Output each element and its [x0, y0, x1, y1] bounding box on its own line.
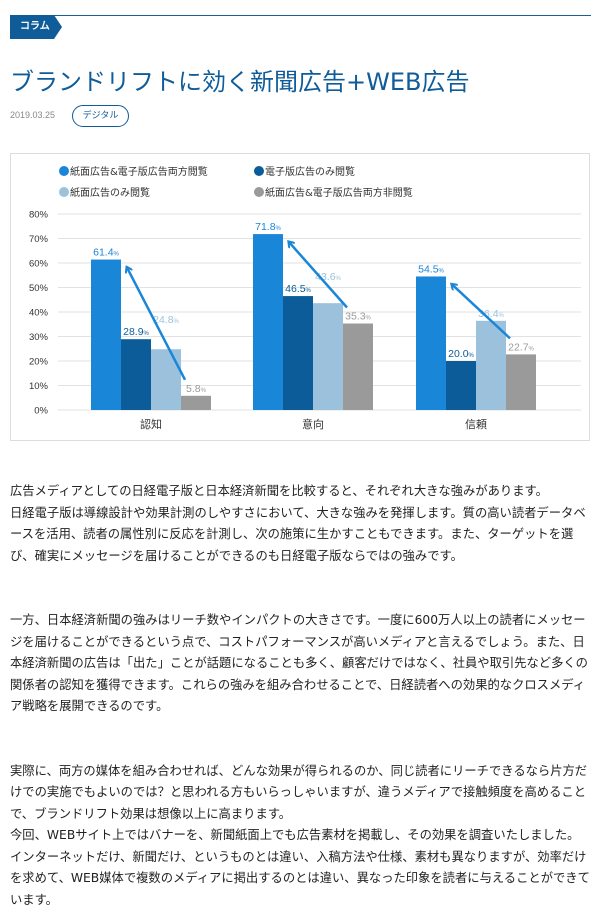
- data-label: 5.8%: [186, 383, 207, 395]
- y-tick-label: 20%: [29, 357, 49, 368]
- article-body: 広告メディアとしての日経電子版と日本経済新聞を比較すると、それぞれ大きな強みがあ…: [10, 481, 590, 911]
- bar: [91, 259, 121, 410]
- data-label: 36.4%: [478, 308, 504, 320]
- legend-marker: [59, 187, 69, 197]
- publish-date: 2019.03.25: [10, 110, 56, 120]
- trend-arrow: [289, 242, 348, 309]
- legend-marker: [254, 166, 264, 176]
- data-label: 35.3%: [345, 311, 371, 323]
- category-badge[interactable]: コラム: [10, 15, 62, 39]
- paragraph-gap: [10, 718, 590, 761]
- bar: [253, 234, 283, 410]
- legend-label: 紙面広告のみ閲覧: [70, 186, 150, 199]
- paragraph: 広告メディアとしての日経電子版と日本経済新聞を比較すると、それぞれ大きな強みがあ…: [10, 484, 548, 498]
- data-label: 22.7%: [508, 341, 534, 353]
- y-tick-label: 30%: [29, 332, 49, 343]
- paragraph: 日経電子版は導線設計や効果計測のしやすさにおいて、大きな強みを発揮します。質の高…: [10, 505, 586, 563]
- bar: [283, 296, 313, 410]
- tag-digital[interactable]: デジタル: [72, 105, 129, 127]
- x-category-label: 意向: [302, 417, 324, 431]
- paragraph: 一方、日本経済新聞の強みはリーチ数やインパクトの大きさです。一度に600万人以上…: [10, 613, 588, 713]
- paragraph-gap: [10, 567, 590, 610]
- header-rule: [10, 15, 591, 16]
- bar: [181, 395, 211, 410]
- legend-label: 紙面広告&電子版広告両方非閲覧: [265, 186, 413, 199]
- trend-arrow: [452, 284, 511, 340]
- y-tick-label: 80%: [29, 210, 49, 221]
- page-title: ブランドリフトに効く新聞広告+WEB広告: [10, 68, 470, 96]
- paragraph: 実際に、両方の媒体を組み合わせれば、どんな効果が得られるのか、同じ読者にリーチで…: [10, 763, 588, 821]
- data-label: 46.5%: [285, 283, 311, 295]
- bar: [446, 361, 476, 410]
- bar: [476, 320, 506, 410]
- y-tick-label: 60%: [29, 259, 49, 270]
- trend-arrow: [127, 268, 187, 381]
- bar: [416, 276, 446, 410]
- legend-label: 電子版広告のみ閲覧: [265, 165, 355, 178]
- data-label: 43.6%: [315, 271, 341, 283]
- legend-label: 紙面広告&電子版広告両方閲覧: [70, 165, 208, 178]
- bar: [506, 354, 536, 410]
- data-label: 71.8%: [255, 221, 281, 233]
- x-category-label: 信頼: [465, 418, 487, 431]
- data-label: 24.8%: [153, 314, 179, 326]
- y-tick-label: 40%: [29, 308, 49, 319]
- data-label: 28.9%: [123, 326, 149, 338]
- paragraph: 今回、WEBサイト上ではバナーを、新聞紙面上でも広告素材を掲載し、その効果を調査…: [10, 828, 590, 907]
- data-label: 61.4%: [93, 247, 119, 259]
- x-category-label: 認知: [140, 417, 162, 431]
- chart-container: 紙面広告&電子版広告両方閲覧 電子版広告のみ閲覧紙面広告のみ閲覧 紙面広告&電子版広…: [10, 153, 590, 441]
- bar: [313, 303, 343, 410]
- y-tick-label: 0%: [34, 406, 48, 417]
- data-label: 20.0%: [448, 348, 474, 360]
- y-tick-label: 70%: [29, 234, 49, 245]
- bar: [343, 323, 373, 410]
- bar: [121, 339, 151, 410]
- y-tick-label: 50%: [29, 283, 49, 294]
- y-tick-label: 10%: [29, 381, 49, 392]
- bar: [151, 349, 181, 410]
- legend-marker: [59, 166, 69, 176]
- data-label: 54.5%: [418, 263, 444, 275]
- legend-marker: [254, 187, 264, 197]
